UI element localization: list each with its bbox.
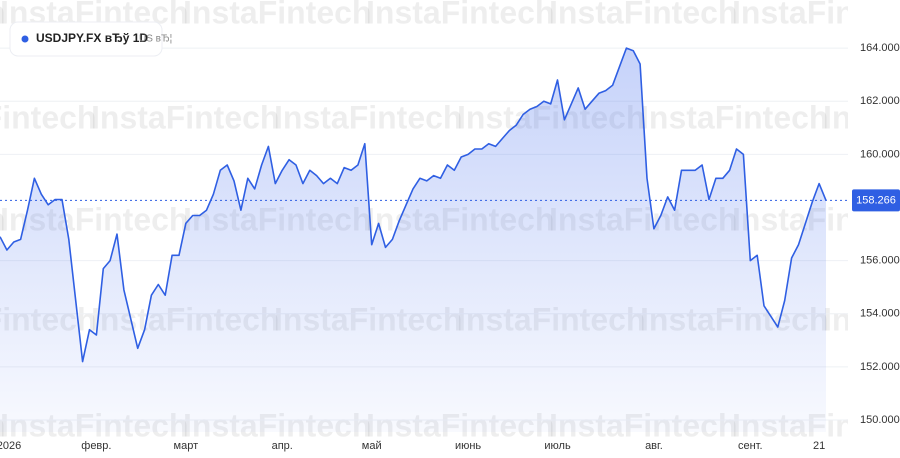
y-axis-bg	[848, 0, 900, 458]
y-tick-label: 154.000	[860, 308, 900, 320]
x-tick-label: май	[362, 440, 382, 452]
y-tick-label: 152.000	[860, 361, 900, 373]
x-tick-label: июнь	[455, 440, 481, 452]
watermark: InstaFintech	[183, 0, 371, 30]
watermark: InstaFintech	[0, 99, 96, 135]
x-tick-label: март	[174, 440, 199, 452]
y-tick-label: 164.000	[860, 42, 900, 54]
legend-extra: US вЂ¦	[139, 34, 172, 45]
legend-symbol: USDJPY.FX вЂў 1D	[36, 31, 148, 45]
watermark: InstaFintech	[366, 0, 554, 30]
area	[0, 48, 826, 432]
y-tick-label: 162.000	[860, 95, 900, 107]
line	[0, 47, 827, 363]
last-price-tag	[852, 189, 900, 212]
watermark: InstaFintech	[549, 0, 737, 30]
legend-box	[9, 21, 163, 57]
watermark: InstaFintech	[91, 99, 279, 135]
axes: 150.000 152.000 154.000 156.000 160.000 162.0…	[0, 42, 900, 452]
x-tick-label: апр.	[272, 440, 293, 452]
y-tick-label: 160.000	[860, 148, 900, 160]
y-tick-label: 150.000	[860, 414, 900, 426]
legend-dot	[21, 35, 29, 43]
x-tick-label: февр.	[81, 440, 111, 452]
x-tick-label: сент.	[738, 440, 763, 452]
x-tick-label: авг.	[645, 440, 663, 452]
watermark: InstaFintech	[0, 201, 5, 237]
watermark: InstaFintech	[640, 99, 828, 135]
x-tick-label: 21	[813, 440, 825, 452]
watermark: InstaFintech	[274, 99, 462, 135]
y-tick-label: 156.000	[860, 255, 900, 267]
legend: USDJPY.FX вЂў 1D US вЂ¦	[9, 21, 172, 57]
x-tick-label: 2026	[0, 440, 21, 452]
last-price-label: 158.266	[856, 194, 896, 206]
watermark: InstaFintech	[0, 0, 5, 30]
plot	[0, 47, 848, 432]
x-tick-label: июль	[544, 440, 571, 452]
